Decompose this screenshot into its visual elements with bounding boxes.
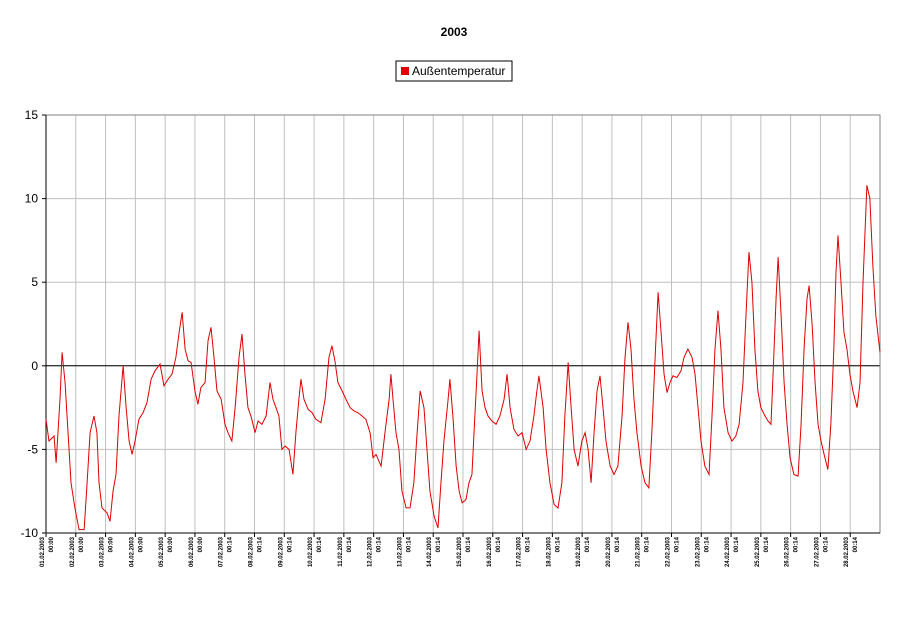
x-tick-label: 14.02.2003 00:14 <box>427 536 442 567</box>
x-tick-label-line: 12.02.2003 <box>368 536 374 567</box>
x-tick-label: 24.02.2003 00:14 <box>725 536 740 567</box>
x-tick-label-line: 00:14 <box>704 536 710 552</box>
x-tick-label-line: 21.02.2003 <box>636 536 642 567</box>
x-tick-label: 19.02.2003 00:14 <box>576 536 591 567</box>
x-tick-label-line: 09.02.2003 <box>278 536 284 567</box>
x-tick-label-line: 00:00 <box>198 536 204 552</box>
x-tick-label-line: 00:14 <box>347 536 353 552</box>
x-tick-label-line: 00:14 <box>555 536 561 552</box>
x-tick-label: 22.02.2003 00:14 <box>666 536 681 567</box>
x-tick-label-line: 00:14 <box>466 536 472 552</box>
x-tick-label: 09.02.2003 00:14 <box>278 536 293 567</box>
x-tick-label-line: 10.02.2003 <box>308 536 314 567</box>
x-tick-label-line: 08.02.2003 <box>249 536 255 567</box>
x-tick-label-line: 14.02.2003 <box>427 536 433 567</box>
x-tick-label-line: 15.02.2003 <box>457 536 463 567</box>
x-tick-label: 18.02.2003 00:14 <box>546 536 561 567</box>
x-tick-label-line: 00:14 <box>794 536 800 552</box>
y-tick-label: 5 <box>31 275 38 289</box>
y-tick-label: -5 <box>27 442 38 456</box>
x-tick-label-line: 01.02.2003 <box>40 536 46 567</box>
x-tick-label-line: 00:14 <box>228 536 234 552</box>
x-tick-label: 25.02.2003 00:14 <box>755 536 770 567</box>
x-tick-label: 27.02.2003 00:14 <box>814 536 829 567</box>
x-tick-label: 06.02.2003 00:00 <box>189 536 204 567</box>
y-tick-label: 10 <box>25 192 39 206</box>
x-tick-label: 26.02.2003 00:14 <box>785 536 800 567</box>
x-tick-label-line: 04.02.2003 <box>129 536 135 567</box>
x-tick-label: 16.02.2003 00:14 <box>487 536 502 567</box>
x-tick-label-line: 00:14 <box>823 536 829 552</box>
y-tick-label: 0 <box>31 359 38 373</box>
x-tick-label-line: 00:00 <box>49 536 55 552</box>
x-tick-label-line: 05.02.2003 <box>159 536 165 567</box>
y-tick-label: -10 <box>21 526 39 540</box>
x-tick-label: 17.02.2003 00:14 <box>517 536 532 567</box>
chart-title: 2003 <box>441 25 468 39</box>
x-tick-label: 04.02.2003 00:00 <box>129 536 144 567</box>
x-tick-label-line: 00:14 <box>406 536 412 552</box>
x-tick-label-line: 24.02.2003 <box>725 536 731 567</box>
y-tick-label: 15 <box>25 108 39 122</box>
x-tick-label-line: 00:00 <box>109 536 115 552</box>
x-tick-label-line: 00:00 <box>79 536 85 552</box>
x-tick-label-line: 17.02.2003 <box>517 536 523 567</box>
x-tick-label-line: 00:14 <box>645 536 651 552</box>
x-tick-label: 11.02.2003 00:14 <box>338 536 353 566</box>
legend-swatch <box>401 67 409 75</box>
x-tick-label-line: 25.02.2003 <box>755 536 761 567</box>
x-tick-label: 13.02.2003 00:14 <box>397 536 412 567</box>
x-tick-label-line: 23.02.2003 <box>695 536 701 567</box>
x-tick-label: 23.02.2003 00:14 <box>695 536 710 567</box>
x-tick-label-line: 00:00 <box>168 536 174 552</box>
x-tick-label-line: 00:14 <box>436 536 442 552</box>
x-tick-label: 02.02.2003 00:00 <box>70 536 85 567</box>
x-tick-label-line: 03.02.2003 <box>100 536 106 567</box>
x-tick-label: 05.02.2003 00:00 <box>159 536 174 567</box>
x-tick-label-line: 19.02.2003 <box>576 536 582 567</box>
x-tick-label: 08.02.2003 00:14 <box>249 536 264 567</box>
x-tick-label-line: 22.02.2003 <box>666 536 672 567</box>
x-tick-label: 28.02.2003 00:14 <box>844 536 859 567</box>
x-tick-label-line: 00:14 <box>615 536 621 552</box>
x-tick-label-line: 07.02.2003 <box>219 536 225 567</box>
x-tick-label-line: 02.02.2003 <box>70 536 76 567</box>
x-tick-label-line: 26.02.2003 <box>785 536 791 567</box>
x-tick-label: 15.02.2003 00:14 <box>457 536 472 567</box>
x-tick-label-line: 00:14 <box>734 536 740 552</box>
x-tick-label: 20.02.2003 00:14 <box>606 536 621 567</box>
x-tick-label-line: 06.02.2003 <box>189 536 195 567</box>
x-tick-label-line: 00:00 <box>138 536 144 552</box>
x-tick-label-line: 00:14 <box>585 536 591 552</box>
x-tick-label: 10.02.2003 00:14 <box>308 536 323 567</box>
x-tick-label-line: 00:14 <box>287 536 293 552</box>
x-tick-label-line: 00:14 <box>764 536 770 552</box>
x-tick-label: 03.02.2003 00:00 <box>100 536 115 567</box>
x-tick-label-line: 18.02.2003 <box>546 536 552 567</box>
x-tick-label-line: 00:14 <box>317 536 323 552</box>
x-tick-label-line: 00:14 <box>258 536 264 552</box>
data-line <box>45 185 881 531</box>
x-tick-label: 12.02.2003 00:14 <box>368 536 383 567</box>
x-tick-label-line: 13.02.2003 <box>397 536 403 567</box>
x-tick-label-line: 00:14 <box>526 536 532 552</box>
x-tick-label-line: 28.02.2003 <box>844 536 850 567</box>
x-tick-label-line: 00:14 <box>675 536 681 552</box>
x-tick-label-line: 20.02.2003 <box>606 536 612 567</box>
x-tick-label-line: 27.02.2003 <box>814 536 820 567</box>
x-tick-label-line: 00:14 <box>377 536 383 552</box>
x-tick-label: 07.02.2003 00:14 <box>219 536 234 567</box>
x-tick-label: 21.02.2003 00:14 <box>636 536 651 567</box>
legend-label: Außentemperatur <box>412 64 505 78</box>
legend: Außentemperatur <box>395 60 513 82</box>
x-tick-label-line: 00:14 <box>853 536 859 552</box>
x-tick-label: 01.02.2003 00:00 <box>40 536 55 567</box>
x-tick-label-line: 00:14 <box>496 536 502 552</box>
legend-box <box>395 60 513 82</box>
x-tick-label-line: 16.02.2003 <box>487 536 493 567</box>
x-tick-label-line: 11.02.2003 <box>338 536 344 566</box>
